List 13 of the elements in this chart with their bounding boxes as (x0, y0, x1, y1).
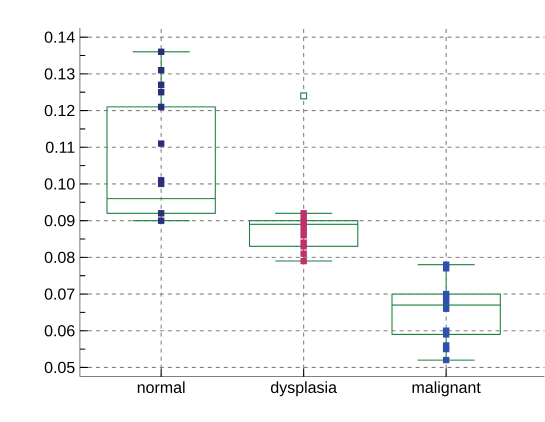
y-tick-label: 0.14 (44, 32, 75, 44)
y-tick-label: 0.07 (44, 288, 74, 300)
y-tick-label: 0.11 (46, 142, 74, 154)
x-tick-label: normal (138, 382, 185, 394)
y-tick-label: 0.10 (44, 178, 75, 190)
y-tick-label: 0.08 (44, 252, 75, 264)
x-tick-label: malignant (412, 382, 481, 396)
y-tick-label: 0.13 (44, 68, 75, 80)
x-tick-label: dysplasia (271, 382, 337, 396)
y-tick-label: 0.06 (44, 325, 75, 337)
y-tick-label: 0.09 (44, 215, 74, 227)
y-tick-label: 0.05 (44, 362, 75, 374)
y-tick-label: 0.12 (44, 105, 74, 116)
